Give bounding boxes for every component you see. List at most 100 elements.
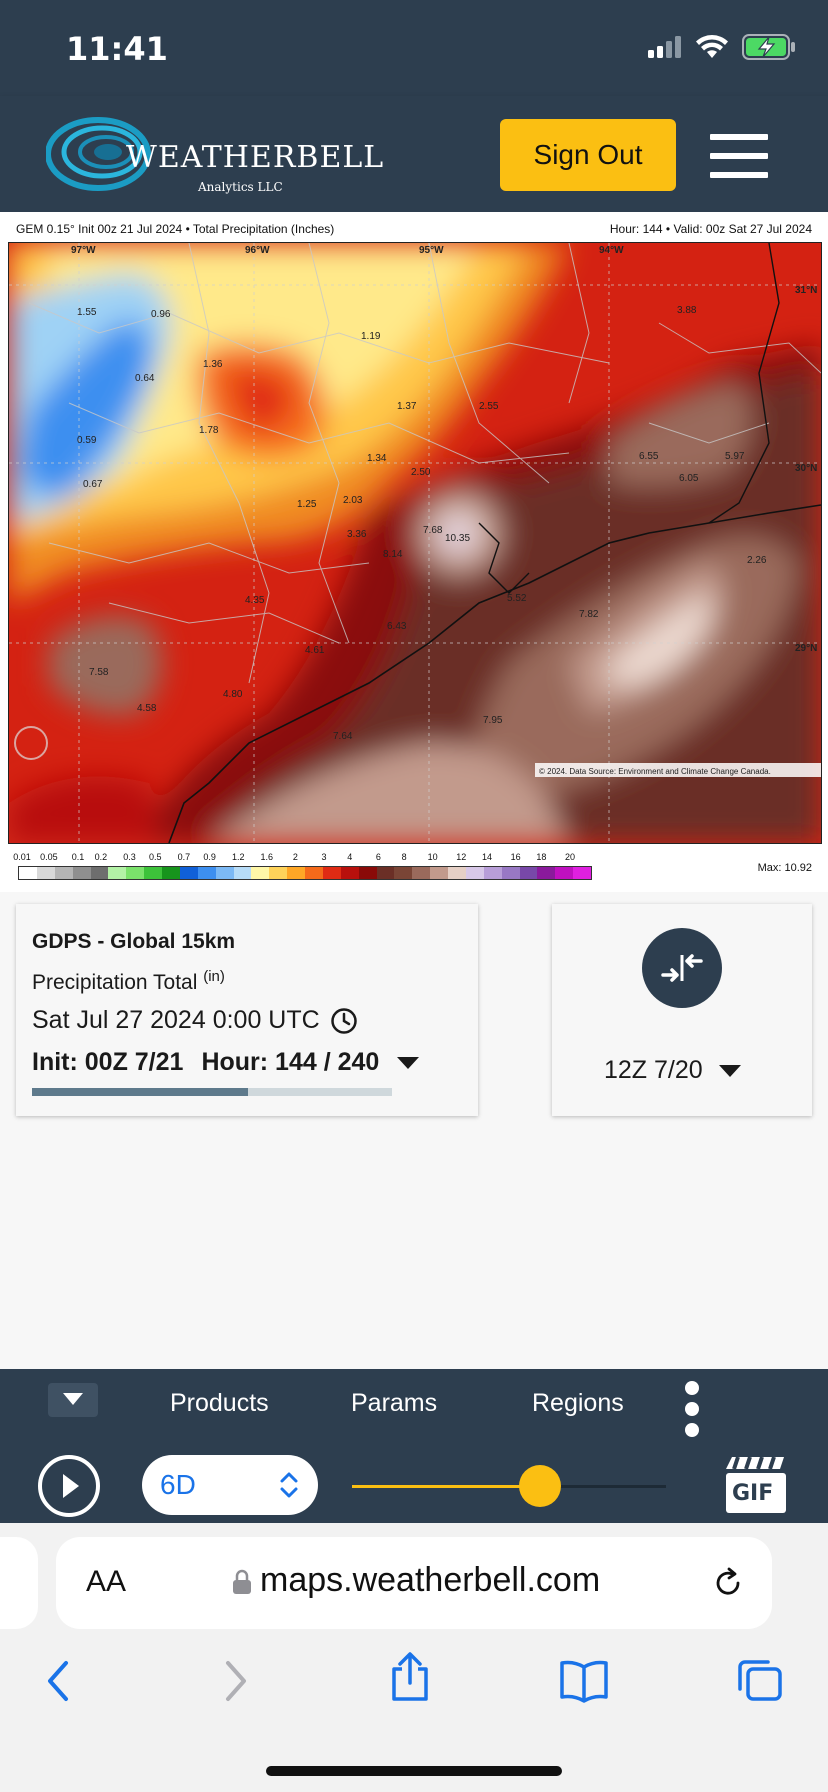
colorbar-tick: 16 (510, 852, 521, 862)
colorbar-swatch (305, 867, 323, 879)
previous-tab[interactable] (0, 1537, 38, 1629)
map-value-label: 1.19 (361, 331, 381, 342)
time-slider-thumb[interactable] (519, 1465, 562, 1507)
map-value-label: 7.82 (579, 609, 599, 620)
collapse-toggle[interactable] (48, 1383, 98, 1417)
map-value-label: 0.59 (77, 435, 97, 446)
colorbar-tick: 0.2 (94, 852, 108, 862)
colorbar-swatch (144, 867, 162, 879)
colorbar-tick: 6 (375, 852, 381, 862)
model-info-card[interactable]: GDPS - Global 15km Precipitation Total (… (16, 904, 478, 1116)
map-title: GEM 0.15° Init 00z 21 Jul 2024 • Total P… (16, 222, 335, 236)
precipitation-map-graphic[interactable]: 97°W 96°W 95°W 94°W 31°N 30°N 29°N 1.55 … (9, 243, 821, 843)
colorbar-swatch (573, 867, 591, 879)
map-value-label: 6.05 (679, 473, 699, 484)
map-value-label: 0.64 (135, 373, 155, 384)
forecast-progress-fill (32, 1088, 248, 1096)
map-value-label: 10.35 (445, 533, 470, 544)
colorbar-swatch (340, 867, 359, 879)
colorbar-swatch (501, 867, 520, 879)
lon-label: 96°W (245, 245, 270, 256)
map-value-label: 2.26 (747, 555, 767, 566)
map-value-label: 5.52 (507, 593, 527, 604)
compare-card: 12Z 7/20 (552, 904, 812, 1116)
reader-settings-button[interactable]: AA (86, 1565, 126, 1599)
colorbar-swatch (90, 867, 109, 879)
forward-icon[interactable] (222, 1659, 250, 1703)
colorbar-swatch (376, 867, 395, 879)
colorbar-swatch (537, 867, 556, 879)
colorbar-tick: 4 (347, 852, 353, 862)
sign-out-button[interactable]: Sign Out (500, 119, 676, 191)
map-value-label: 6.43 (387, 621, 407, 632)
nav-products[interactable]: Products (170, 1389, 269, 1417)
playback-controls: 6D GIF (0, 1443, 828, 1523)
colorbar-swatch (483, 867, 502, 879)
back-icon[interactable] (44, 1659, 72, 1703)
colorbar-swatch (19, 867, 37, 879)
precipitation-map[interactable]: 97°W 96°W 95°W 94°W 31°N 30°N 29°N 1.55 … (8, 242, 822, 844)
battery-charging-icon (742, 34, 795, 60)
hour-label: Hour: 144 / 240 (201, 1048, 380, 1076)
colorbar-swatch (358, 867, 377, 879)
gif-button[interactable]: GIF (722, 1455, 790, 1517)
swirl-logo-icon (46, 117, 151, 191)
bottom-nav: Products Params Regions (0, 1369, 828, 1443)
lat-label: 31°N (795, 285, 817, 296)
gif-clapper-icon (726, 1456, 786, 1513)
map-value-label: 3.88 (677, 305, 697, 316)
colorbar-swatch (448, 867, 466, 879)
lon-label: 97°W (71, 245, 96, 256)
colorbar-swatch (465, 867, 484, 879)
colorbar-swatch (36, 867, 55, 879)
map-value-label: 7.64 (333, 731, 353, 742)
time-slider[interactable] (352, 1465, 666, 1507)
map-value-label: 8.14 (383, 549, 403, 560)
colorbar-tick: 2 (292, 852, 298, 862)
clock-icon[interactable] (330, 1007, 358, 1035)
map-value-label: 7.58 (89, 667, 109, 678)
colorbar-tick: 18 (536, 852, 547, 862)
more-options-icon[interactable] (682, 1381, 702, 1437)
status-icons (648, 34, 796, 60)
time-slider-fill (352, 1485, 541, 1488)
nav-params[interactable]: Params (351, 1389, 438, 1417)
init-label: Init: 00Z 7/21 (32, 1048, 184, 1076)
play-button[interactable] (38, 1455, 100, 1517)
map-value-label: 2.50 (411, 467, 431, 478)
colorbar-swatch (179, 867, 198, 879)
range-select[interactable]: 6D (142, 1455, 318, 1515)
bookmarks-icon[interactable] (558, 1659, 610, 1703)
tabs-icon[interactable] (736, 1659, 784, 1703)
colorbar-tick: 10 (427, 852, 438, 862)
compare-run-selector[interactable]: 12Z 7/20 (604, 1056, 741, 1085)
parameter-label: Precipitation Total (32, 971, 198, 994)
colorbar-swatch (197, 867, 216, 879)
signal-icon (648, 36, 681, 58)
compare-button[interactable] (642, 928, 722, 1008)
address-bar[interactable]: AA maps.weatherbell.com (56, 1537, 772, 1629)
chevron-down-icon (63, 1393, 83, 1405)
nav-regions[interactable]: Regions (532, 1389, 624, 1417)
init-hour-selector[interactable]: Init: 00Z 7/21 Hour: 144 / 240 (32, 1048, 420, 1077)
colorbar-tick: 3 (321, 852, 327, 862)
map-value-label: 4.61 (305, 645, 325, 656)
menu-icon[interactable] (708, 134, 770, 178)
colorbar-tick: 0.05 (40, 852, 58, 862)
app-header: WEATHERBELL Analytics LLC Sign Out (0, 96, 828, 212)
colorbar-swatch (412, 867, 431, 879)
share-icon[interactable] (388, 1651, 432, 1703)
weatherbell-logo[interactable]: WEATHERBELL Analytics LLC (46, 110, 383, 198)
map-value-label: 2.55 (479, 401, 499, 412)
status-time: 11:41 (66, 30, 168, 68)
colorbar-swatch (215, 867, 234, 879)
play-icon (63, 1474, 79, 1498)
colorbar-swatch (430, 867, 448, 879)
colorbar-swatch (162, 867, 180, 879)
map-value-label: 1.78 (199, 425, 219, 436)
model-name: GDPS - Global 15km (32, 930, 236, 953)
colorbar-swatch (269, 867, 288, 879)
map-max-value: Max: 10.92 (757, 862, 812, 874)
parameter-unit: (in) (203, 968, 225, 985)
reload-icon[interactable] (710, 1565, 746, 1601)
